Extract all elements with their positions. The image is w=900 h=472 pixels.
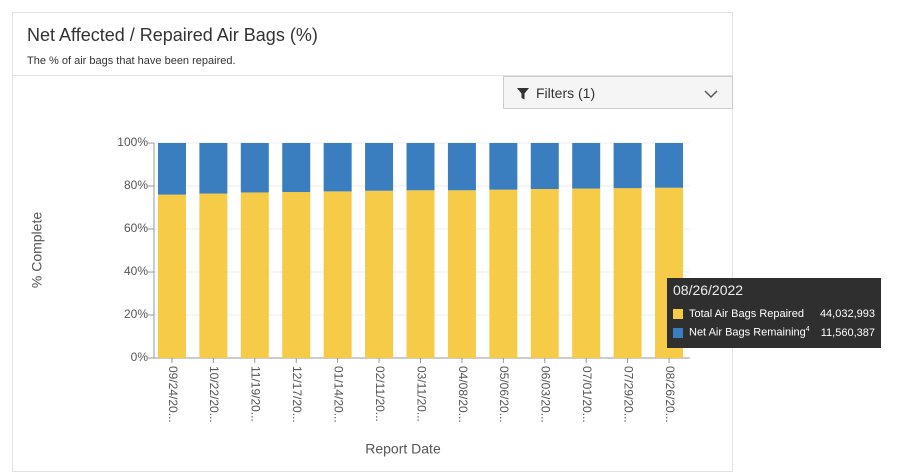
- x-tick-label: 10/22/20...: [207, 366, 221, 423]
- x-tick-label: 11/19/20...: [249, 366, 263, 422]
- x-tick-label: 07/01/20...: [580, 366, 594, 423]
- tooltip-name: Total Air Bags Repaired: [689, 308, 820, 320]
- y-tick-label: 40%: [124, 264, 148, 278]
- bar-segment: [572, 143, 601, 189]
- y-tick-label: 20%: [124, 307, 148, 321]
- footnote-marker: 4: [805, 326, 810, 334]
- bar-segment: [447, 143, 476, 191]
- bar-segment: [406, 143, 435, 191]
- series-name: Total Air Bags Repaired: [689, 307, 804, 320]
- chevron-icon: [704, 90, 718, 99]
- x-tick-label: 02/11/20...: [373, 366, 387, 422]
- bar-segment: [613, 143, 642, 189]
- filters-label: Filters (1): [536, 85, 596, 101]
- x-tick-label: 03/11/20...: [414, 366, 428, 422]
- bar-segment: [199, 193, 228, 358]
- filters-button[interactable]: Filters (1): [503, 76, 733, 109]
- bar-segment: [530, 189, 559, 358]
- bar-segment: [406, 190, 435, 358]
- x-tick-label: 06/03/20...: [539, 366, 553, 423]
- tooltip-value: 44,032,993: [819, 307, 875, 320]
- x-tick-label: 01/14/20...: [331, 366, 345, 423]
- x-axis-title: Report Date: [365, 441, 441, 457]
- bar-segment: [365, 190, 394, 358]
- bar-segment: [572, 188, 601, 358]
- series-name: Net Air Bags Remaining: [689, 326, 806, 339]
- bar-segment: [489, 189, 518, 358]
- bar-segment: [323, 143, 352, 192]
- tooltip-swatch: [673, 327, 683, 338]
- tooltip: 08/26/2022 Total Air Bags Repaired 44,032…: [667, 278, 881, 348]
- bar-segment: [323, 191, 352, 358]
- bar-segment: [240, 143, 269, 193]
- y-tick-label: 60%: [124, 221, 148, 235]
- tooltip-title: 08/26/2022: [673, 282, 744, 298]
- bar-segment: [447, 190, 476, 358]
- bar-segment: [530, 143, 559, 190]
- y-axis-title: % Complete: [29, 212, 45, 288]
- bar-segment: [282, 192, 311, 358]
- filter-icon: [517, 88, 529, 100]
- tooltip-swatch: [673, 308, 683, 319]
- bar-segment: [365, 143, 394, 191]
- x-tick-label: 12/17/20...: [290, 366, 304, 423]
- bar-segment: [240, 192, 269, 358]
- bar-segment: [157, 143, 186, 195]
- bar-segment: [199, 143, 228, 194]
- bar-segment: [655, 143, 684, 188]
- bar-segment: [157, 194, 186, 358]
- x-tick-label: 07/29/20...: [621, 366, 635, 423]
- bar-segment: [282, 143, 311, 193]
- x-tick-label: 04/08/20...: [456, 366, 470, 423]
- chart-subtitle: The % of air bags that have been repaire…: [27, 55, 236, 67]
- separator: [13, 75, 732, 76]
- tooltip-row: Net Air Bags Remaining4 11,560,387: [673, 323, 875, 342]
- tooltip-value: 11,560,387: [820, 326, 875, 339]
- y-tick-label: 0%: [131, 350, 149, 364]
- y-tick-label: 100%: [117, 135, 148, 149]
- x-tick-label: 09/24/20...: [166, 366, 180, 423]
- x-tick-label: 05/06/20...: [497, 366, 511, 423]
- tooltip-name: Net Air Bags Remaining4: [689, 326, 821, 339]
- tooltip-rows: Total Air Bags Repaired 44,032,993 Net Air…: [673, 304, 875, 342]
- x-tick-label: 08/26/20...: [663, 366, 677, 423]
- bar-segment: [489, 143, 518, 190]
- chart-title: Net Affected / Repaired Air Bags (%): [27, 25, 318, 45]
- card: Net Affected / Repaired Air Bags (%) The…: [12, 12, 733, 472]
- y-tick-label: 80%: [124, 178, 148, 192]
- tooltip-row: Total Air Bags Repaired 44,032,993: [673, 304, 875, 323]
- bar-segment: [613, 188, 642, 358]
